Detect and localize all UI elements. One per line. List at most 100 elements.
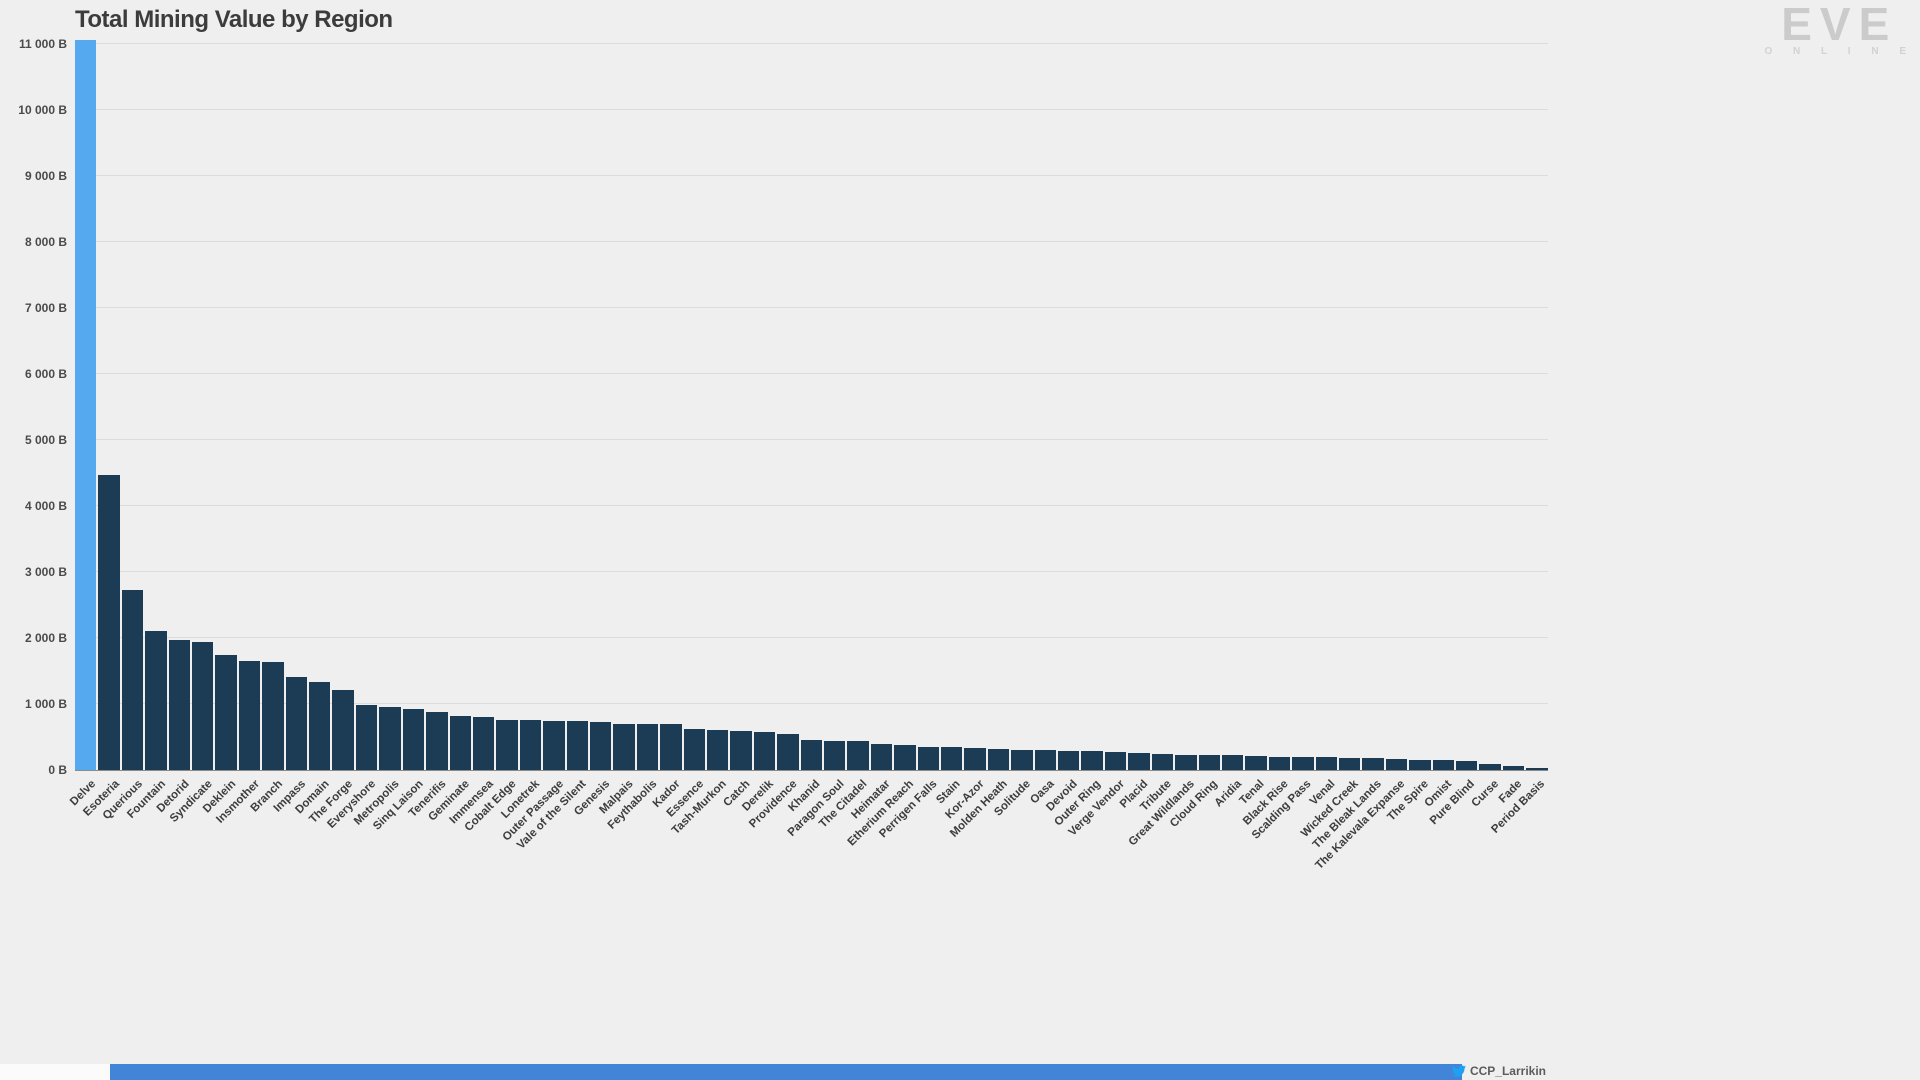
bar-pure-blind [1455, 760, 1478, 770]
bar-metropolis [379, 706, 401, 770]
bar-geminate [449, 715, 471, 770]
bar-sinq-laison [402, 708, 425, 770]
gridline [75, 505, 1548, 506]
bar-the-spire [1409, 759, 1431, 770]
bar-fountain [145, 631, 167, 770]
bar-fade [1502, 766, 1525, 770]
bar-tash-murkon [706, 730, 729, 770]
bar-kor-azor [964, 747, 986, 770]
gridline [75, 174, 1548, 176]
y-tick-label: 2 000 B [24, 631, 67, 645]
bar-essence [683, 728, 705, 770]
attribution-handle: CCP_Larrikin [1469, 1064, 1546, 1078]
gridline [75, 108, 1548, 110]
bar-feythabolis [636, 724, 659, 770]
bar-malpais [613, 724, 635, 770]
bar-derelik [753, 732, 776, 770]
x-axis-labels: Delve Esoteria Querious Fountain Detorid Synd… [68, 770, 1548, 880]
bar-cloud-ring [1198, 754, 1220, 770]
bar-stain [941, 747, 963, 770]
bar-omist [1432, 760, 1454, 770]
y-tick-label: 8 000 B [24, 234, 67, 249]
bar-aridia [1221, 755, 1244, 770]
bar-placid [1128, 753, 1150, 770]
bar-the-bleak-lands [1362, 758, 1384, 770]
gridline [75, 637, 1548, 638]
bar-delve [75, 40, 97, 770]
bar-deklein [215, 655, 237, 770]
gridline [75, 306, 1548, 308]
bar-devoid [1058, 750, 1080, 770]
gridline [75, 703, 1548, 704]
bar-detorid [168, 639, 191, 770]
bar-solitude [1011, 749, 1033, 770]
bar-series [75, 40, 1548, 770]
y-tick-label: 0 B [48, 763, 67, 777]
gridline [75, 438, 1548, 440]
bar-immensea [472, 716, 495, 770]
bar-outer-ring [1081, 751, 1103, 770]
bar-wicked-creek [1338, 757, 1361, 770]
eve-logo-subword: O N L I N E [1764, 46, 1915, 57]
bar-outer-passage [543, 720, 565, 770]
bar-great-wildlands [1175, 754, 1197, 770]
plot-area: 0 B 1 000 B 2 000 B 3 000 B 4 000 B 5 000 B 6 … [18, 37, 1548, 872]
bar-tenal [1245, 755, 1267, 770]
bar-heimatar [870, 743, 893, 770]
bar-curse [1479, 763, 1501, 770]
bar-oasa [1034, 750, 1057, 770]
bar-everyshore [355, 705, 378, 770]
y-tick-label: 10 000 B [18, 102, 67, 117]
bar-branch [262, 661, 284, 770]
bar-impass [285, 676, 308, 770]
bar-period-basis [1526, 768, 1548, 770]
bar-querious [121, 589, 144, 770]
bar-tribute [1151, 754, 1174, 770]
twitter-bird-icon [1451, 1065, 1466, 1077]
gridline [75, 372, 1548, 374]
bar-kador [660, 724, 682, 770]
y-tick-label: 1 000 B [24, 697, 67, 711]
attribution: CCP_Larrikin [1451, 1064, 1546, 1078]
footer-progress-strip [110, 1064, 1462, 1080]
footer-left-block [0, 1064, 110, 1080]
bar-etherium-reach [894, 745, 916, 770]
y-tick-label: 7 000 B [24, 300, 67, 315]
y-tick-label: 4 000 B [24, 499, 67, 513]
gridline [75, 571, 1548, 572]
bar-venal [1315, 757, 1337, 770]
y-tick-label: 5 000 B [24, 432, 67, 447]
chart-title: Total Mining Value by Region [75, 6, 393, 33]
bar-khanid [800, 739, 822, 770]
x-axis-line [75, 770, 1548, 771]
eve-logo-word: EVE [1781, 0, 1898, 50]
bar-the-citadel [847, 740, 869, 770]
bar-the-kalevala-expanse [1385, 758, 1408, 770]
gridline [75, 240, 1548, 242]
bar-esoteria [98, 474, 120, 770]
bar-scalding-pass [1292, 757, 1314, 770]
bar-providence [777, 734, 799, 770]
gridline [75, 42, 1548, 44]
y-tick-label: 6 000 B [24, 366, 67, 381]
y-tick-label: 11 000 B [18, 36, 67, 51]
bar-syndicate [192, 641, 214, 770]
bar-catch [730, 731, 752, 770]
bar-the-forge [332, 690, 354, 770]
bar-verge-vendor [1104, 751, 1127, 770]
y-tick-label: 3 000 B [24, 565, 67, 579]
bar-genesis [589, 722, 612, 770]
bar-domain [309, 682, 331, 770]
bar-vale-of-the-silent [566, 721, 588, 770]
bar-tenerifis [426, 711, 448, 770]
bar-molden-heath [987, 749, 1010, 770]
y-tick-label: 9 000 B [24, 168, 67, 183]
bar-insmother [238, 661, 261, 770]
eve-online-logo: EVE O N L I N E [1765, 1, 1907, 57]
bar-perrigen-falls [917, 747, 940, 770]
bar-lonetrek [519, 720, 542, 770]
bar-paragon-soul [824, 740, 846, 770]
bar-black-rise [1268, 756, 1291, 770]
bar-cobalt-edge [496, 719, 518, 770]
